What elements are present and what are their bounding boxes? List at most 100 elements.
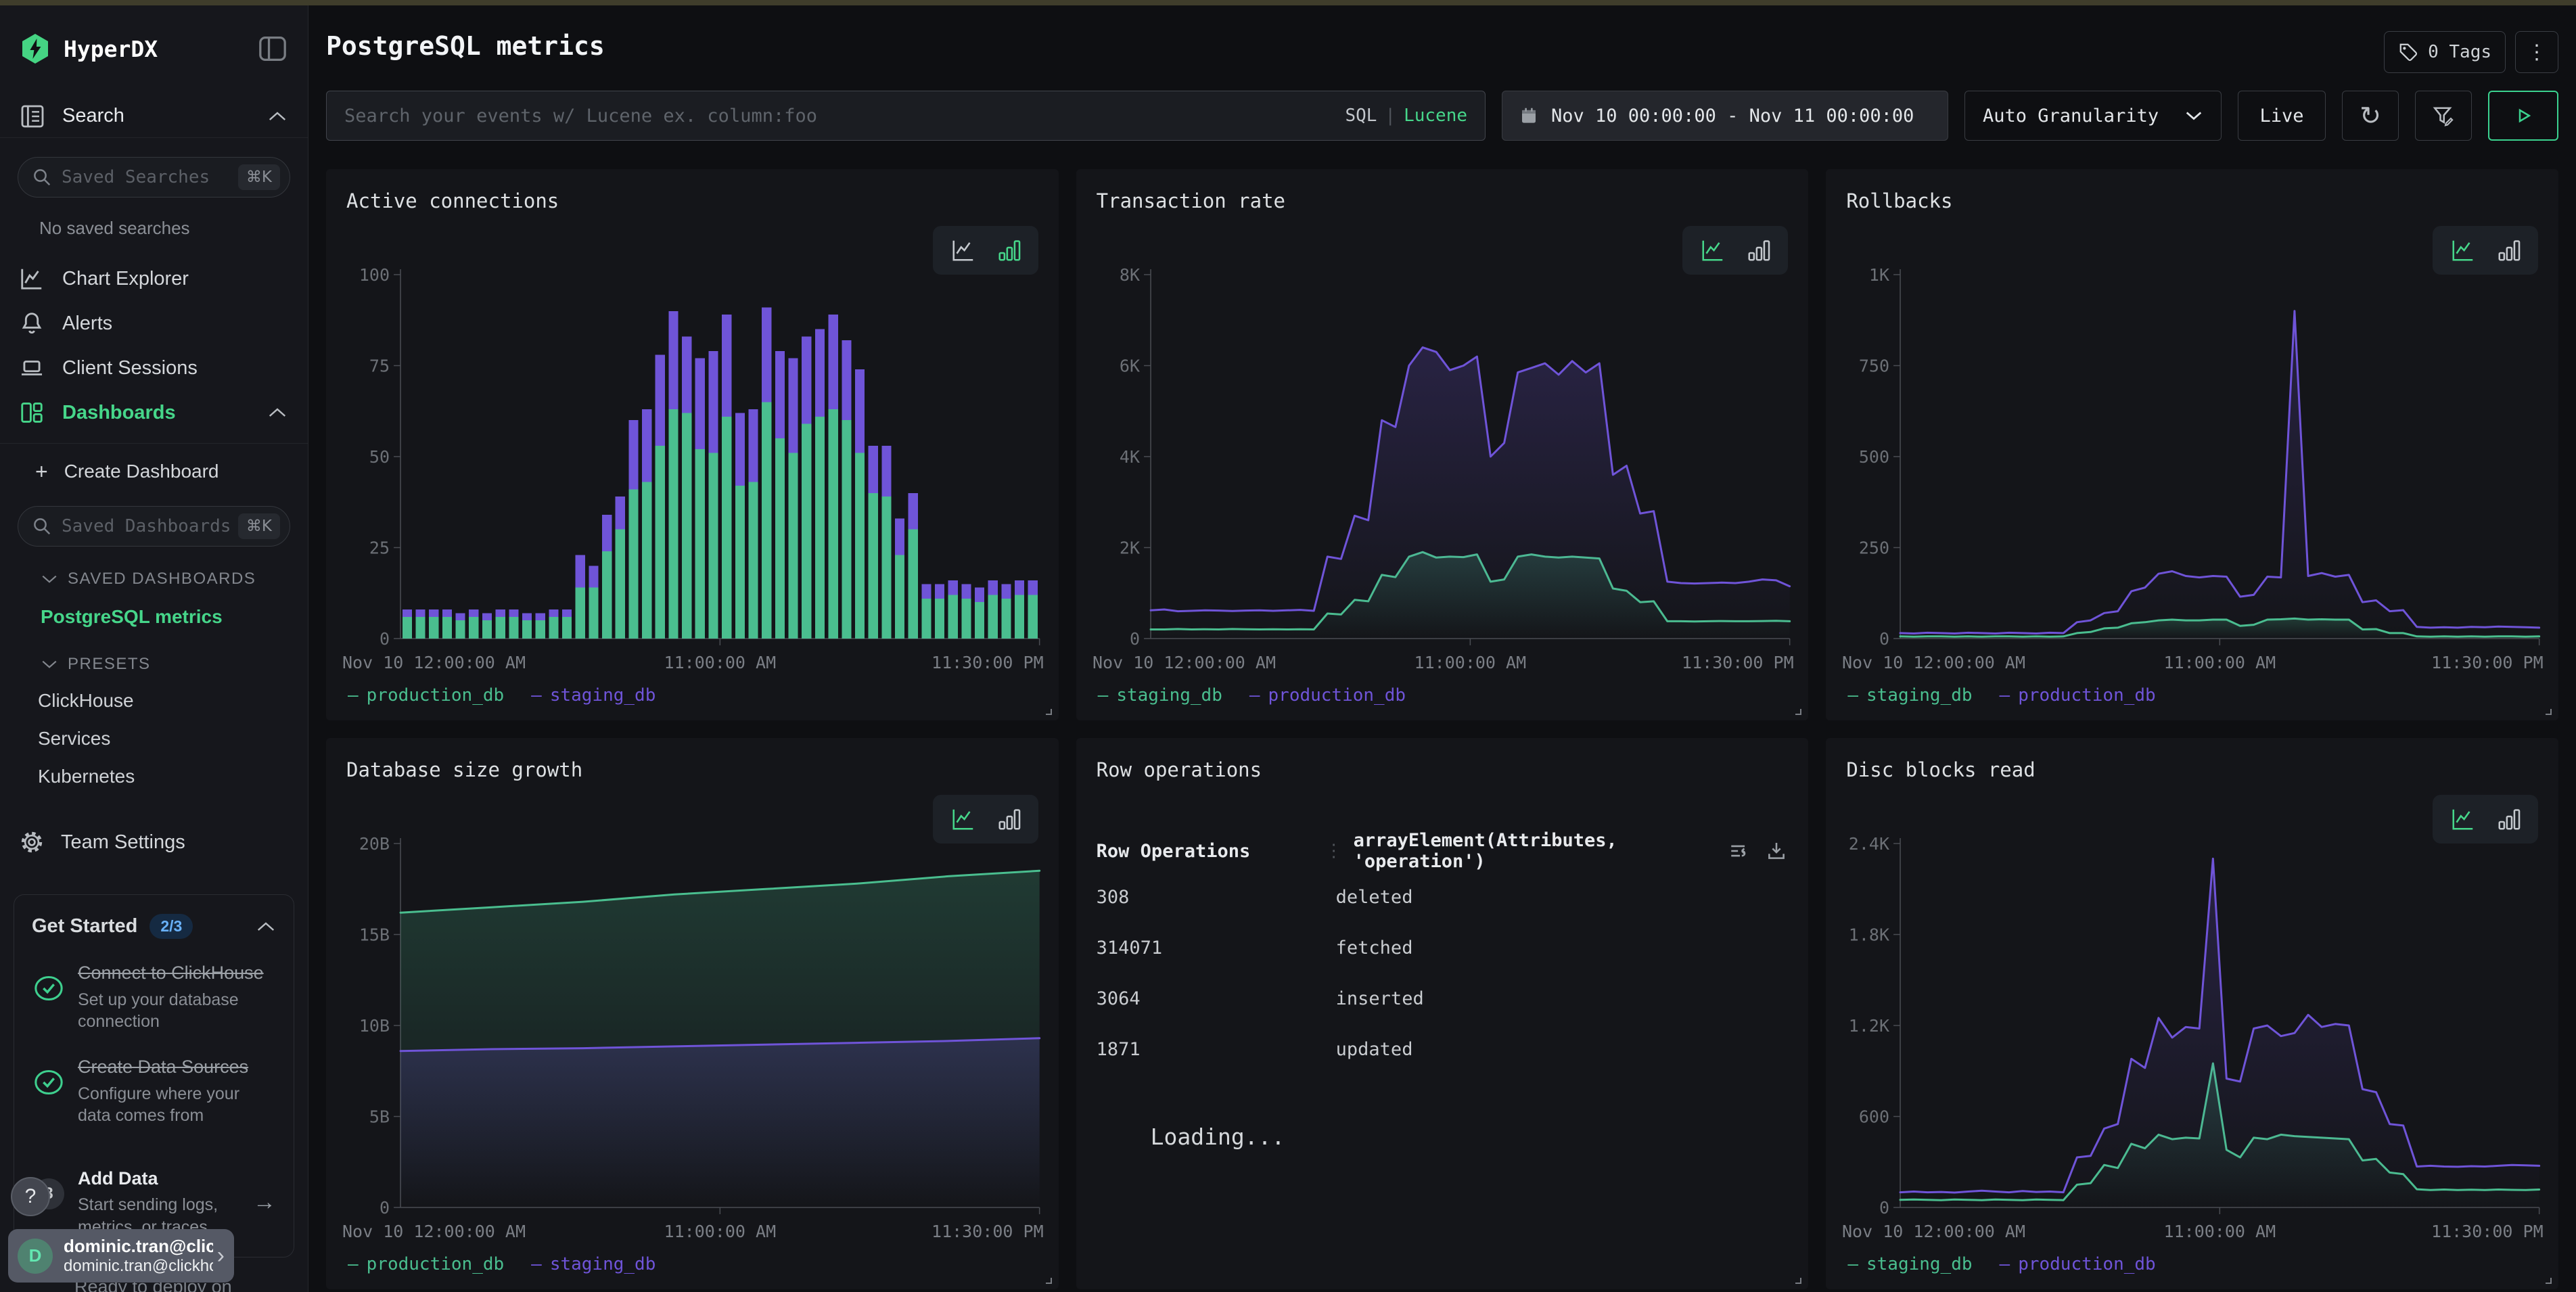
- wrap-text-icon[interactable]: [1728, 839, 1751, 862]
- bar-chart-icon[interactable]: [2496, 806, 2522, 833]
- line-chart-icon[interactable]: [1699, 237, 1727, 263]
- table-row[interactable]: 1871 updated: [1076, 1024, 1809, 1075]
- sidebar-item-postgresql-metrics[interactable]: PostgreSQL metrics: [41, 606, 223, 627]
- saved-searches-input[interactable]: [62, 167, 238, 187]
- search-icon: [34, 518, 51, 535]
- sidebar-item-kubernetes[interactable]: Kubernetes: [38, 766, 135, 787]
- y-tick-label: 6K: [1120, 356, 1140, 376]
- legend-item[interactable]: — staging_db: [1098, 685, 1222, 706]
- sql-mode-toggle[interactable]: SQL: [1345, 106, 1377, 126]
- panel-title: Transaction rate: [1096, 189, 1286, 212]
- download-icon[interactable]: [1765, 839, 1788, 862]
- dashboards-icon: [21, 402, 43, 423]
- panel-transaction-rate: Transaction rate 0 2K 4K 6K 8K Nov 10 12:00:0…: [1076, 169, 1809, 720]
- line-chart-icon[interactable]: [2449, 237, 2477, 263]
- column-divider-icon[interactable]: ⋮: [1325, 841, 1343, 861]
- run-query-button[interactable]: [2488, 91, 2558, 141]
- presets-group-toggle[interactable]: PRESETS: [0, 655, 308, 674]
- panel-resize-handle[interactable]: [1042, 1274, 1053, 1285]
- legend-dash-icon: —: [1249, 685, 1260, 706]
- sidebar-item-chart-explorer[interactable]: Chart Explorer: [0, 256, 308, 301]
- panel-title: Database size growth: [346, 758, 583, 781]
- sidebar-item-services[interactable]: Services: [38, 728, 111, 749]
- legend-series-label: production_db: [1268, 685, 1406, 706]
- saved-dashboards-group-toggle[interactable]: SAVED DASHBOARDS: [0, 570, 308, 589]
- sidebar-item-alerts[interactable]: Alerts: [0, 301, 308, 346]
- lucene-mode-toggle[interactable]: Lucene: [1404, 106, 1467, 126]
- panel-title: Active connections: [346, 189, 559, 212]
- event-search-input[interactable]: [344, 105, 1346, 126]
- legend-dash-icon: —: [531, 685, 542, 706]
- chart-type-toggle[interactable]: [932, 795, 1038, 844]
- panel-resize-handle[interactable]: [1042, 706, 1053, 716]
- line-chart-icon[interactable]: [949, 806, 978, 832]
- filter-button[interactable]: [2415, 91, 2472, 141]
- live-button[interactable]: Live: [2238, 91, 2326, 141]
- date-range-picker[interactable]: Nov 10 00:00:00 - Nov 11 00:00:00: [1502, 91, 1948, 141]
- team-settings-button[interactable]: Team Settings: [0, 820, 308, 864]
- legend-item[interactable]: — production_db: [1249, 685, 1406, 706]
- chart-type-toggle[interactable]: [932, 226, 1038, 275]
- chart-type-toggle[interactable]: [1682, 226, 1789, 275]
- legend-item[interactable]: — production_db: [348, 685, 504, 706]
- legend-item[interactable]: — staging_db: [1847, 1254, 1972, 1274]
- legend-item[interactable]: — production_db: [348, 1254, 504, 1274]
- y-tick-label: 4K: [1120, 447, 1140, 467]
- chart-type-toggle[interactable]: [2432, 226, 2538, 275]
- get-started-step-3[interactable]: 3 Add Data Start sending logs, metrics, …: [32, 1168, 276, 1239]
- legend-item[interactable]: — staging_db: [1847, 685, 1972, 706]
- column-header[interactable]: Row Operations: [1096, 840, 1251, 862]
- help-button[interactable]: ?: [11, 1177, 50, 1216]
- get-started-card: Get Started 2/3 Connect to ClickHouse Se…: [14, 894, 294, 1258]
- create-dashboard-button[interactable]: + Create Dashboard: [0, 449, 308, 494]
- saved-searches-search[interactable]: ⌘K: [18, 157, 290, 198]
- saved-dashboards-search[interactable]: ⌘K: [18, 506, 290, 547]
- chart-legend: — staging_db — production_db: [1847, 1254, 2155, 1274]
- bar-chart-icon[interactable]: [1746, 237, 1772, 264]
- line-chart-icon[interactable]: [949, 237, 978, 263]
- sidebar-item-label: Alerts: [62, 312, 113, 334]
- chart-type-toggle[interactable]: [2432, 795, 2538, 844]
- refresh-button[interactable]: ↻: [2342, 91, 2399, 141]
- dashboard-menu-button[interactable]: ⋮: [2515, 31, 2558, 73]
- chart-canvas: 0 2K 4K 6K 8K Nov 10 12:00:00 AM 11:00:00 AM 11…: [1092, 265, 1794, 672]
- chevron-up-icon[interactable]: [256, 921, 276, 933]
- get-started-step-2[interactable]: Create Data Sources Configure where your…: [32, 1056, 276, 1127]
- sidebar-item-label: Dashboards: [62, 401, 176, 423]
- table-row[interactable]: 3064 inserted: [1076, 973, 1809, 1024]
- granularity-select[interactable]: Auto Granularity: [1964, 91, 2222, 141]
- tags-button[interactable]: 0 Tags: [2384, 31, 2506, 73]
- shortcut-badge: ⌘K: [237, 513, 280, 539]
- column-header[interactable]: arrayElement(Attributes, 'operation'): [1353, 830, 1617, 872]
- table-row[interactable]: 308 deleted: [1076, 872, 1809, 923]
- bar-chart-icon[interactable]: [2496, 237, 2522, 264]
- avatar: D: [18, 1238, 53, 1274]
- legend-item[interactable]: — staging_db: [531, 685, 656, 706]
- line-chart-icon[interactable]: [2449, 806, 2477, 832]
- legend-item[interactable]: — production_db: [2000, 1254, 2156, 1274]
- y-tick-label: 1K: [1869, 265, 1889, 285]
- panel-resize-handle[interactable]: [1792, 706, 1803, 716]
- legend-item[interactable]: — staging_db: [531, 1254, 656, 1274]
- plus-icon: +: [35, 459, 48, 484]
- panel-resize-handle[interactable]: [2542, 706, 2553, 716]
- bar-chart-icon[interactable]: [996, 237, 1022, 264]
- legend-dash-icon: —: [1999, 1254, 2010, 1274]
- user-menu[interactable]: D dominic.tran@clic... dominic.tran@clic…: [8, 1229, 234, 1283]
- chevron-up-icon: [269, 111, 286, 120]
- sidebar-item-clickhouse[interactable]: ClickHouse: [38, 690, 134, 711]
- legend-item[interactable]: — production_db: [2000, 685, 2156, 706]
- get-started-step-1[interactable]: Connect to ClickHouse Set up your databa…: [32, 962, 276, 1033]
- event-search-box[interactable]: SQL | Lucene: [326, 91, 1486, 141]
- search-section-label: Search: [62, 105, 124, 126]
- sidebar-item-client-sessions[interactable]: Client Sessions: [0, 346, 308, 390]
- sidebar-item-label: Client Sessions: [62, 356, 198, 379]
- bar-chart-icon[interactable]: [996, 806, 1022, 833]
- table-row[interactable]: 314071 fetched: [1076, 923, 1809, 973]
- panel-resize-handle[interactable]: [1792, 1274, 1803, 1285]
- panel-resize-handle[interactable]: [2542, 1274, 2553, 1285]
- sidebar-section-search[interactable]: Search: [0, 95, 308, 138]
- saved-dashboards-input[interactable]: [62, 516, 238, 536]
- sidebar-item-dashboards[interactable]: Dashboards: [0, 390, 308, 435]
- sidebar-collapse-icon[interactable]: [258, 35, 288, 62]
